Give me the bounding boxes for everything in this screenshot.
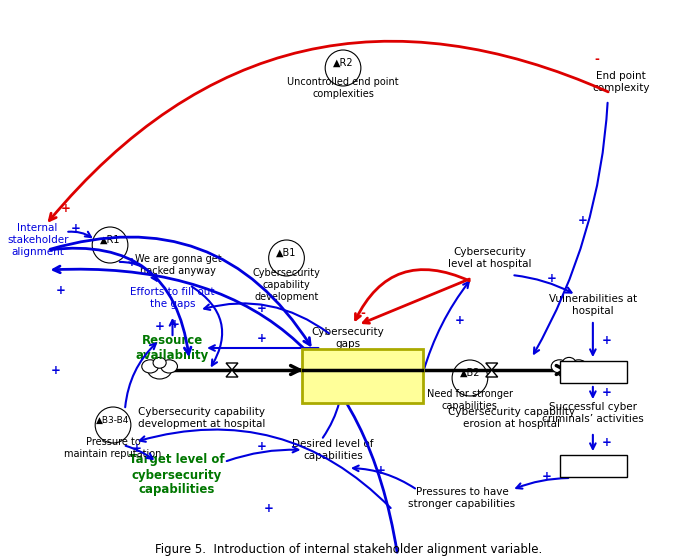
Text: We are gonna get
hacked anyway: We are gonna get hacked anyway (135, 254, 222, 276)
Polygon shape (226, 370, 238, 377)
Text: +: + (264, 501, 274, 514)
Text: End point
complexity: End point complexity (592, 71, 649, 93)
Text: +: + (51, 363, 60, 377)
Text: +: + (602, 386, 612, 400)
Text: +: + (257, 331, 267, 344)
Ellipse shape (570, 360, 587, 373)
Ellipse shape (161, 360, 177, 373)
Text: Cybersecurity
capabilities at
hospital: Cybersecurity capabilities at hospital (324, 359, 402, 392)
Text: ▲B3-B4: ▲B3-B4 (96, 415, 130, 424)
Text: Cybersecurity capability
development at hospital: Cybersecurity capability development at … (138, 407, 265, 429)
Text: Need for stronger
capabilities: Need for stronger capabilities (427, 389, 513, 411)
Text: +: + (602, 437, 612, 449)
Ellipse shape (142, 360, 159, 373)
Text: Cybersecurity
capability
development: Cybersecurity capability development (252, 268, 320, 302)
Text: Delay: Delay (578, 461, 608, 471)
Text: +: + (132, 442, 142, 454)
Text: +: + (127, 255, 137, 268)
Text: Successful cyber
criminals’ activities: Successful cyber criminals’ activities (542, 402, 644, 424)
FancyBboxPatch shape (560, 455, 626, 477)
Text: Desired level of
capabilities: Desired level of capabilities (292, 439, 374, 461)
Ellipse shape (551, 360, 568, 373)
Text: +: + (55, 283, 65, 296)
Text: ▲B2: ▲B2 (459, 368, 480, 378)
Ellipse shape (148, 361, 171, 379)
Polygon shape (486, 370, 498, 377)
Text: Delay: Delay (578, 367, 608, 377)
Text: +: + (376, 463, 385, 476)
Text: +: + (71, 221, 80, 234)
FancyBboxPatch shape (302, 349, 423, 403)
Polygon shape (226, 363, 238, 370)
Text: Cybersecurity
level at hospital: Cybersecurity level at hospital (448, 247, 532, 269)
Text: Internal
stakeholder
alignment: Internal stakeholder alignment (7, 224, 69, 257)
Text: Vulnerabilities at
hospital: Vulnerabilities at hospital (549, 294, 637, 316)
Text: +: + (578, 214, 588, 226)
Text: +: + (541, 470, 551, 482)
Text: +: + (257, 440, 267, 453)
Text: +: + (257, 301, 267, 315)
Ellipse shape (563, 357, 576, 368)
Text: -: - (360, 306, 365, 320)
Text: +: + (455, 314, 465, 326)
Ellipse shape (153, 357, 166, 368)
Text: +: + (155, 320, 164, 334)
Text: Target level of
cybersecurity
capabilities: Target level of cybersecurity capabiliti… (129, 453, 225, 496)
Text: ▲B1: ▲B1 (277, 248, 297, 258)
FancyBboxPatch shape (560, 361, 626, 383)
Text: Efforts to fill out
the gaps: Efforts to fill out the gaps (130, 287, 215, 309)
Text: Pressure to
maintain reputation: Pressure to maintain reputation (64, 437, 161, 459)
Text: Cybersecurity capability
erosion at hospital: Cybersecurity capability erosion at hosp… (448, 407, 575, 429)
Text: Pressures to have
stronger capabilities: Pressures to have stronger capabilities (408, 487, 516, 509)
Text: +: + (308, 394, 318, 406)
Text: Cybersecurity
gaps: Cybersecurity gaps (312, 327, 385, 349)
Polygon shape (486, 363, 498, 370)
Text: Resource
availability: Resource availability (136, 334, 209, 362)
Text: ▲R2: ▲R2 (333, 58, 353, 68)
Text: +: + (546, 272, 556, 285)
Text: ▲R1: ▲R1 (100, 235, 121, 245)
Ellipse shape (557, 361, 581, 379)
Text: +: + (60, 201, 71, 215)
Text: Uncontrolled end point
complexities: Uncontrolled end point complexities (287, 77, 399, 99)
Text: +: + (602, 334, 612, 347)
Text: -: - (595, 54, 599, 67)
Text: Figure 5.  Introduction of internal stakeholder alignment variable.: Figure 5. Introduction of internal stake… (155, 542, 543, 556)
Text: +: + (170, 319, 179, 331)
